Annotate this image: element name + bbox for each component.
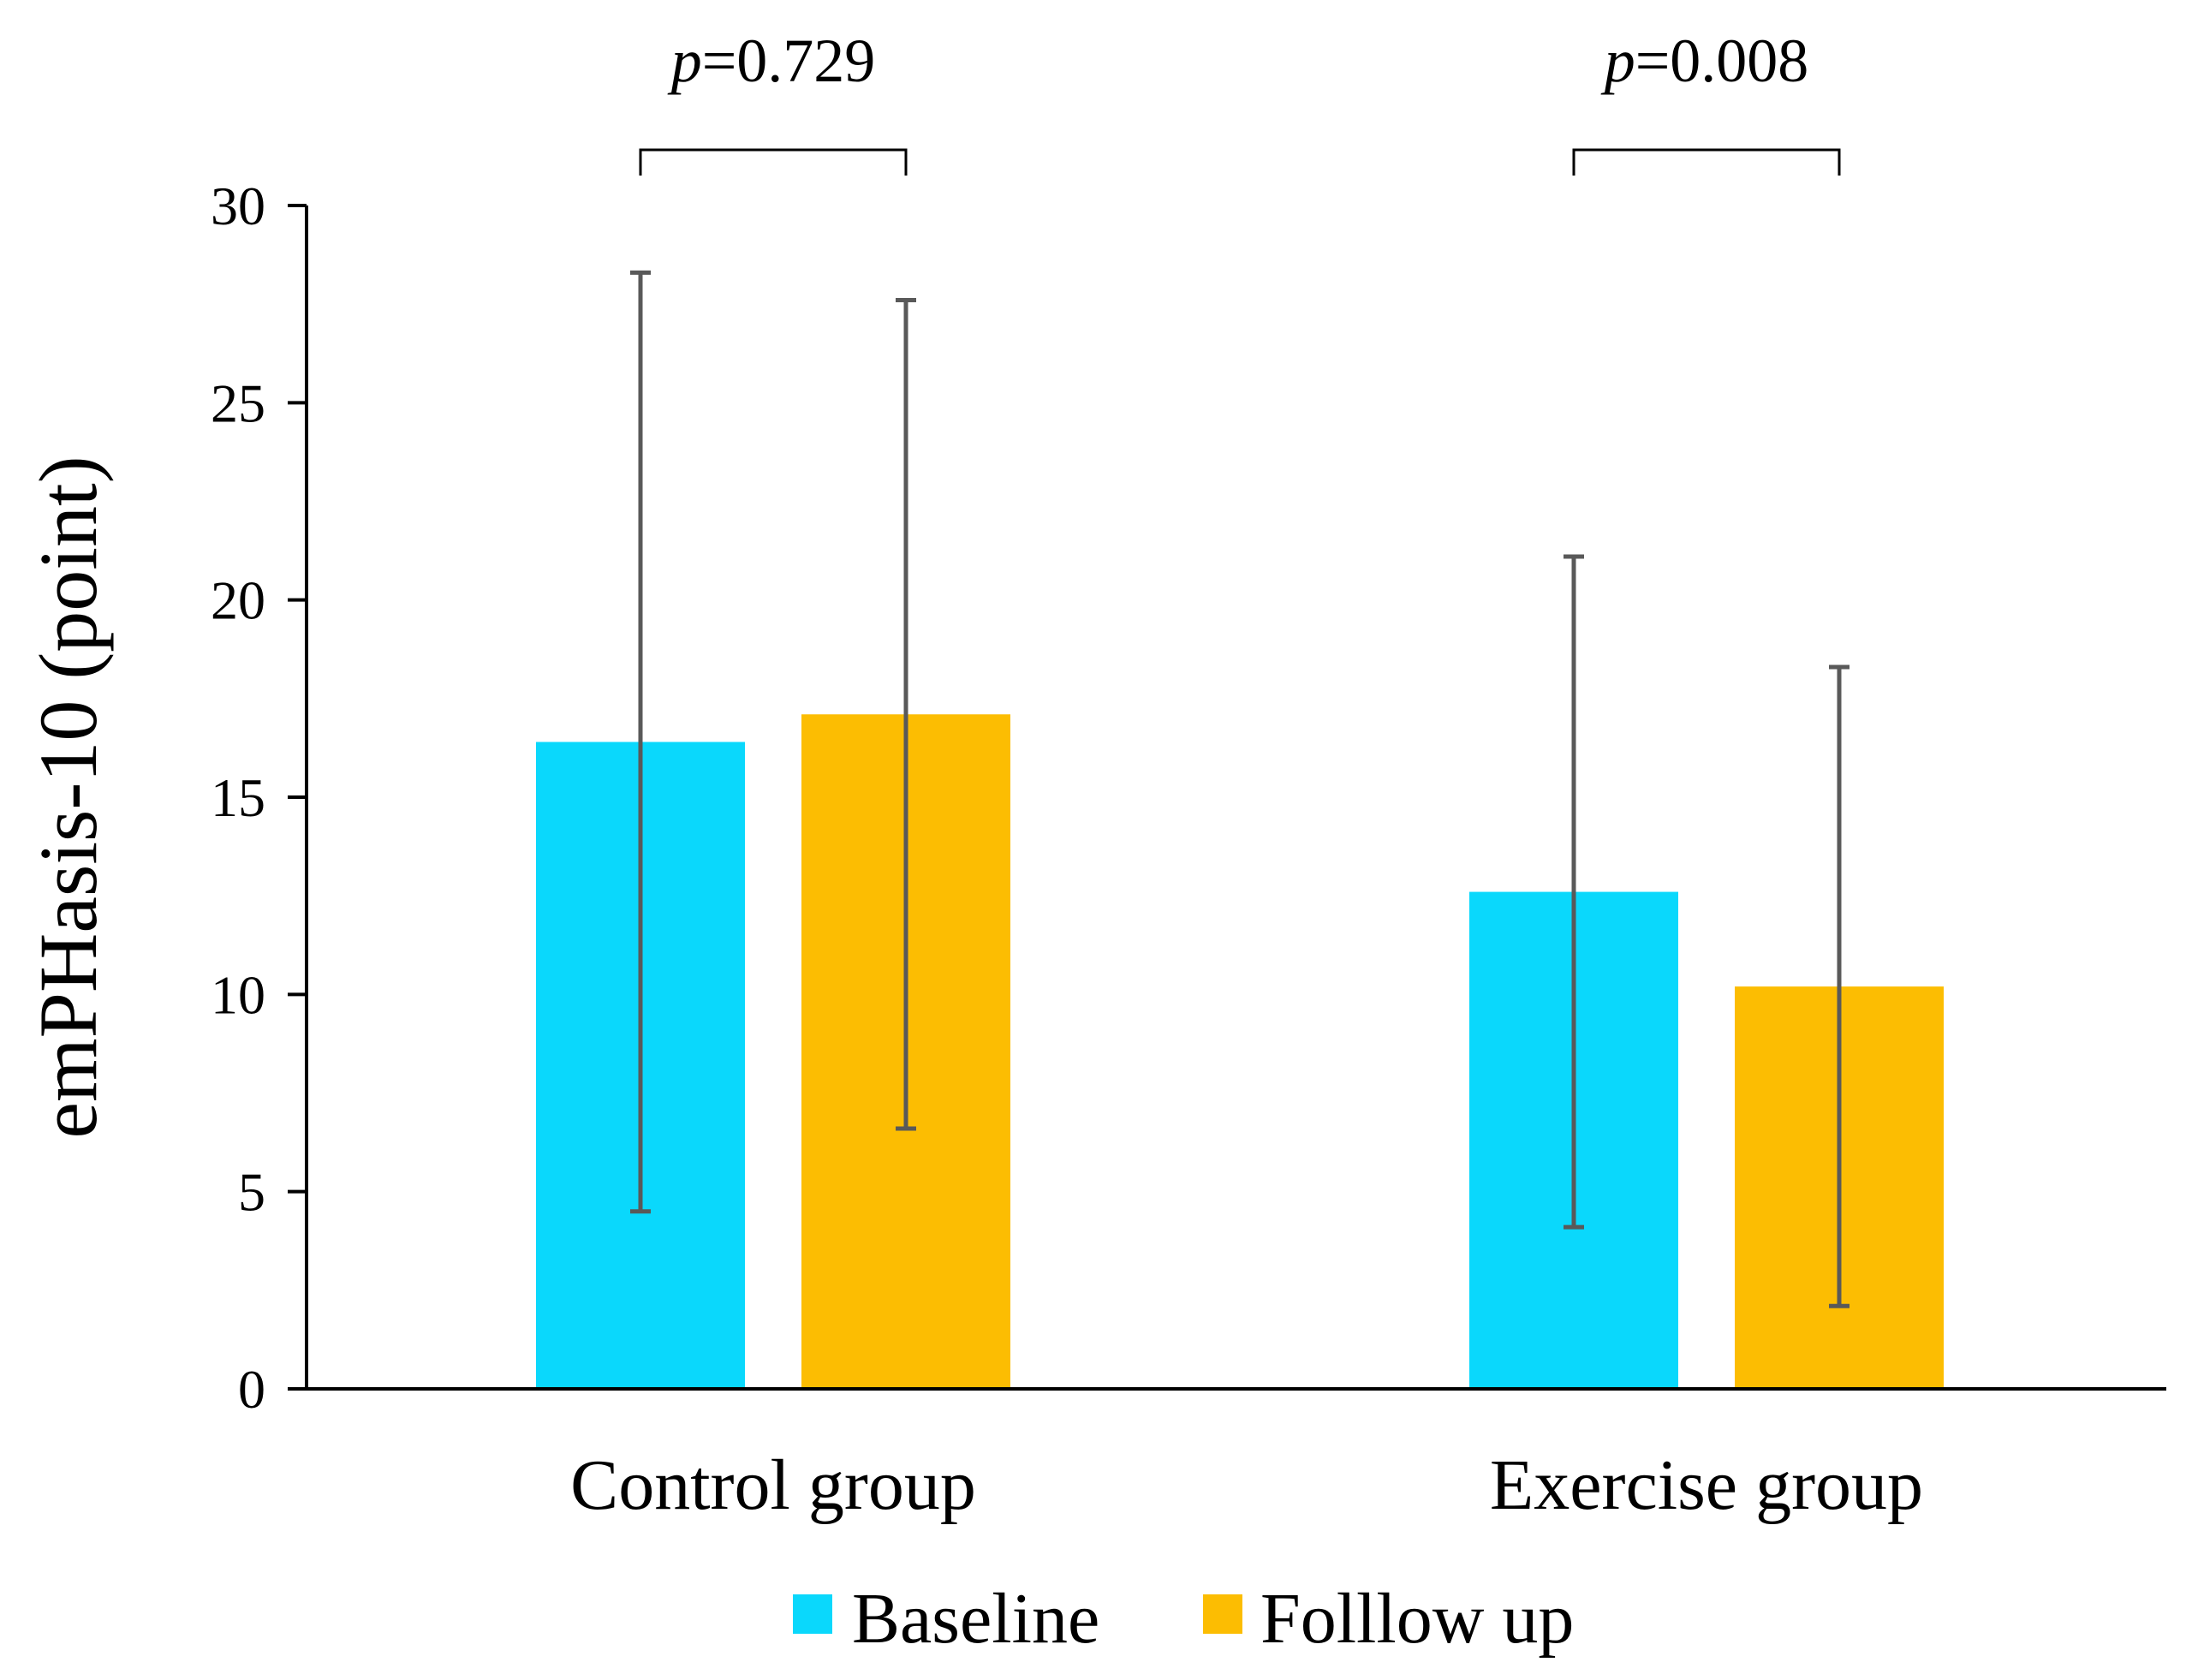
significance-bracket [1572,148,1841,176]
y-tick-label: 10 [211,964,265,1025]
p-value-text: =0.008 [1635,27,1809,95]
error-bar [630,270,651,1214]
x-category-label: Exercise group [1490,1445,1923,1525]
y-tick-label: 25 [211,372,265,433]
legend-swatch [793,1594,832,1634]
y-tick-label: 20 [211,570,265,631]
p-value-label: p=0.008 [1600,27,1809,95]
y-axis-title: emPHasis-10 (point) [22,456,114,1138]
p-symbol: p [667,27,702,95]
p-value-text: =0.729 [702,27,876,95]
legend-label: Folllow up [1260,1579,1574,1659]
p-value-label: p=0.729 [667,27,876,95]
significance-annotation: p=0.008 [1572,27,1841,176]
significance-bracket [639,148,908,176]
error-bar [896,298,916,1131]
y-tick-label: 5 [238,1162,265,1223]
x-category-label: Control group [570,1445,976,1525]
legend-item: Baseline [793,1579,1099,1659]
y-tick-label: 0 [238,1359,265,1420]
significance-annotation: p=0.729 [639,27,908,176]
legend-swatch [1203,1594,1242,1634]
legend-label: Baseline [852,1579,1099,1659]
error-bar [1564,554,1584,1230]
y-tick-label: 15 [211,767,265,828]
p-symbol: p [1600,27,1635,95]
legend-item: Folllow up [1203,1579,1574,1659]
y-tick-label: 30 [211,176,265,236]
error-bar [1829,664,1849,1308]
